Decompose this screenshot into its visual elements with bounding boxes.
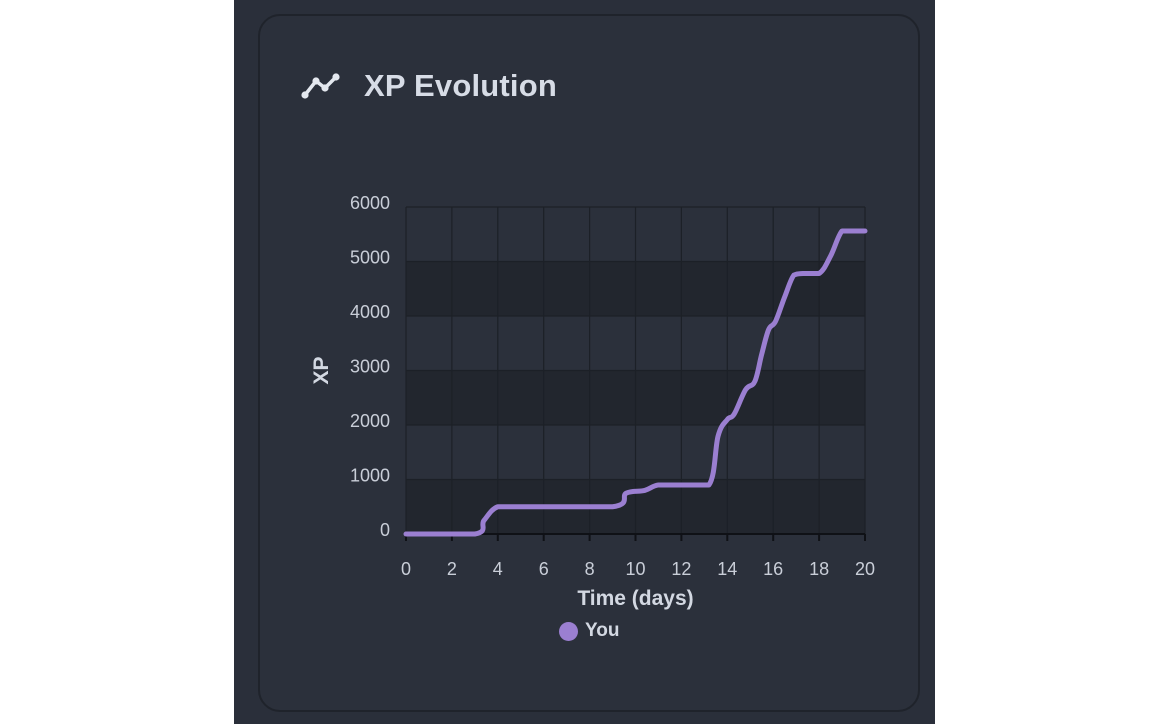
x-tick-label: 16 — [763, 559, 783, 579]
card-header: XP Evolution — [300, 64, 557, 108]
x-tick-label: 10 — [625, 559, 645, 579]
x-tick-label: 2 — [447, 559, 457, 579]
y-axis-title: XP — [310, 356, 333, 384]
legend-swatch — [559, 621, 578, 641]
y-tick-label: 5000 — [350, 248, 390, 268]
chart-line-icon — [300, 71, 342, 101]
y-tick-label: 1000 — [350, 466, 390, 486]
y-tick-label: 0 — [380, 520, 390, 540]
x-tick-label: 20 — [855, 559, 875, 579]
chart-legend[interactable]: You — [559, 620, 619, 642]
legend-label: You — [585, 620, 620, 641]
x-tick-label: 14 — [717, 559, 737, 579]
x-tick-label: 18 — [809, 559, 829, 579]
series-line-you — [403, 228, 868, 537]
x-tick-label: 12 — [671, 559, 691, 579]
x-tick-label: 4 — [493, 559, 503, 579]
y-tick-label: 3000 — [350, 357, 390, 377]
y-tick-label: 2000 — [350, 411, 390, 431]
y-tick-label: 6000 — [350, 193, 390, 213]
x-tick-label: 8 — [585, 559, 595, 579]
card-title: XP Evolution — [364, 68, 558, 103]
x-axis-title: Time (days) — [577, 587, 693, 610]
x-tick-label: 0 — [401, 559, 411, 579]
y-tick-label: 4000 — [350, 302, 390, 322]
x-tick-label: 6 — [539, 559, 549, 579]
